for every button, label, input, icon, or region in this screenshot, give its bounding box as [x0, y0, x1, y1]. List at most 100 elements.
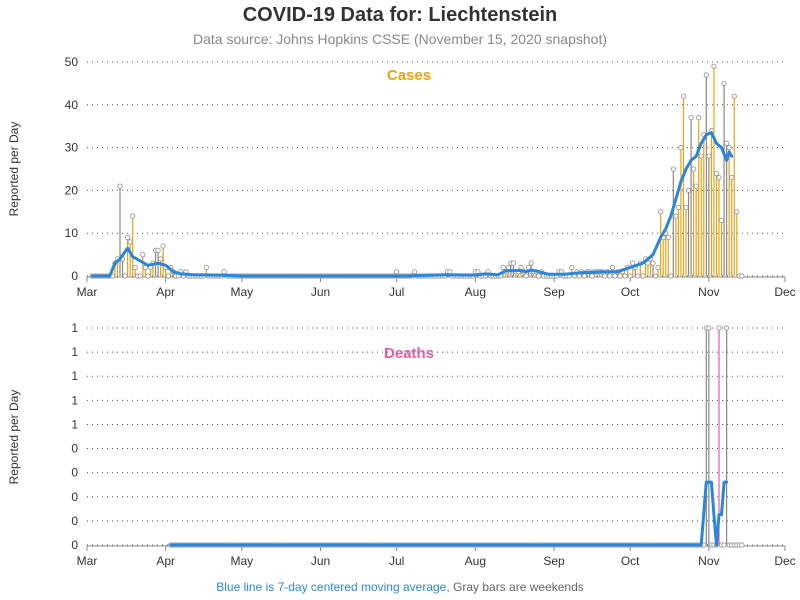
cases-point [132, 264, 138, 271]
deaths-moving-average-line [169, 480, 729, 547]
y-tick-label: 1 [71, 321, 78, 335]
cases-panel-title: Cases [387, 67, 431, 84]
footnote-weekends: Gray bars are weekends [453, 580, 584, 594]
chart-title: COVID-19 Data for: Liechtenstein [242, 4, 558, 26]
x-tick-label: Dec [774, 554, 795, 568]
cases-point [518, 264, 524, 271]
cases-point [500, 264, 506, 271]
cases-point [698, 153, 704, 159]
cases-point [683, 204, 689, 211]
cases-point [652, 273, 659, 279]
y-tick-label: 1 [71, 417, 78, 431]
cases-point [124, 234, 131, 241]
cases-point [622, 273, 628, 279]
y-tick-label: 0 [71, 466, 78, 480]
deaths-point [739, 542, 745, 548]
cases-point [569, 264, 575, 271]
cases-point [635, 273, 641, 279]
cases-point [696, 114, 702, 121]
deaths-point [716, 325, 722, 331]
x-tick-label: Mar [77, 554, 98, 568]
y-axis-label: Reported per Day [7, 122, 21, 217]
cases-point [505, 264, 511, 271]
cases-point [655, 264, 661, 271]
cases-point [137, 273, 143, 279]
x-tick-label: Apr [156, 285, 175, 299]
cases-point [127, 239, 133, 245]
y-tick-label: 1 [71, 369, 78, 383]
x-tick-label: Sep [543, 554, 565, 568]
cases-point [394, 269, 400, 275]
y-tick-label: 50 [65, 55, 79, 69]
chart-subtitle: Data source: Johns Hopkins CSSE (Novembe… [193, 31, 607, 47]
cases-point [668, 273, 674, 279]
cases-point [675, 204, 682, 211]
cases-point [680, 93, 687, 99]
cases-point [688, 114, 694, 121]
cases-point [716, 174, 722, 181]
cases-point [739, 273, 745, 279]
cases-point [221, 269, 227, 275]
cases-point [665, 234, 671, 241]
cases-point [510, 260, 517, 266]
cases-point [589, 273, 595, 279]
cases-panel: 0 10 20 30 40 50 Reported per Day Mar Apr May Jun J… [7, 55, 796, 299]
cases-point [729, 174, 735, 181]
y-tick-label: 1 [71, 345, 78, 359]
cases-point [160, 243, 166, 249]
x-tick-label: May [230, 285, 253, 299]
cases-point [718, 217, 725, 224]
y-tick-label: 0 [71, 490, 78, 504]
x-tick-label: Jun [311, 554, 330, 568]
cases-point [706, 153, 712, 159]
y-tick-label: 10 [65, 226, 79, 240]
cases-point [711, 63, 717, 69]
deaths-point [706, 325, 712, 331]
cases-point [723, 140, 730, 146]
chart-footnote: Blue line is 7-day centered moving avera… [0, 580, 800, 594]
cases-point [657, 209, 664, 215]
deaths-point [723, 325, 730, 331]
cases-point [650, 260, 656, 266]
cases-point [617, 273, 623, 279]
y-tick-label: 40 [65, 98, 79, 112]
cases-point [140, 251, 146, 258]
deaths-point [721, 542, 727, 548]
cases-point [528, 260, 534, 266]
y-tick-label: 0 [71, 269, 78, 283]
cases-point [536, 273, 542, 279]
cases-moving-average-line [90, 131, 734, 278]
cases-point [678, 144, 684, 151]
x-tick-label: Apr [156, 554, 175, 568]
cases-point [673, 213, 679, 219]
cases-point [145, 273, 151, 279]
cases-point [721, 80, 727, 87]
cases-point [734, 209, 740, 215]
x-tick-label: Mar [77, 285, 98, 299]
cases-point [581, 273, 588, 279]
y-tick-label: 30 [65, 141, 79, 155]
cases-point [670, 166, 676, 172]
y-tick-label: 20 [65, 183, 79, 197]
x-tick-label: Jun [311, 285, 330, 299]
x-tick-label: Jul [389, 554, 404, 568]
footnote-moving-average: Blue line is 7-day centered moving avera… [216, 580, 450, 594]
x-tick-label: Aug [465, 285, 486, 299]
cases-point [627, 273, 633, 279]
cases-point [640, 273, 646, 279]
cases-point [602, 273, 608, 279]
cases-point [726, 144, 732, 151]
x-tick-label: Dec [774, 285, 795, 299]
cases-point [731, 93, 737, 99]
cases-point [703, 72, 709, 78]
cases-point [117, 183, 123, 189]
cases-point [609, 264, 616, 271]
y-tick-label: 0 [71, 514, 78, 528]
cases-point [693, 183, 699, 189]
deaths-panel: 0 0 0 0 0 1 1 1 1 1 Reported per Day Mar Apr May Jun Ju… [7, 321, 796, 568]
y-tick-label: 1 [71, 393, 78, 407]
x-tick-label: Jul [389, 285, 404, 299]
x-tick-label: Nov [698, 285, 719, 299]
